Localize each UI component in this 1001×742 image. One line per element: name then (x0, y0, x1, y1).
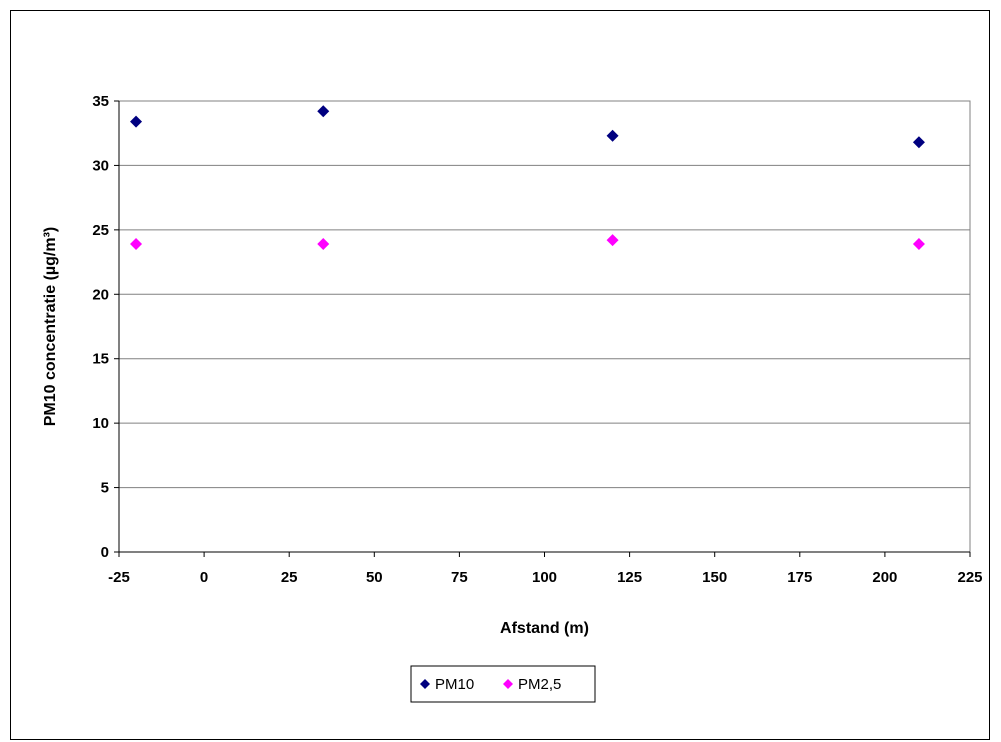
y-tick-labels: 0 5 10 15 20 25 30 35 (92, 93, 109, 561)
y-tick-label: 20 (92, 286, 109, 303)
legend-marker-pm10 (420, 679, 430, 689)
data-point-pm10 (317, 105, 330, 118)
y-tick-label: 35 (92, 93, 109, 110)
axes (114, 100, 971, 557)
x-tick-label: 200 (872, 569, 897, 586)
y-axis-title: PM10 concentratie (µg/m³) (42, 227, 59, 426)
plot-area (118, 100, 971, 553)
grid-lines (119, 100, 970, 489)
x-tick-label: 0 (200, 569, 208, 586)
data-point-pm25 (317, 238, 330, 251)
x-tick-label: -25 (108, 569, 130, 586)
legend-marker-pm25 (503, 679, 513, 689)
x-axis-title: Afstand (m) (500, 620, 589, 637)
y-tick-label: 30 (92, 157, 109, 174)
data-point-pm25 (912, 238, 925, 251)
x-tick-labels: -25 0 25 50 75 100 125 150 175 200 225 (108, 569, 982, 586)
x-tick-label: 25 (281, 569, 298, 586)
data-point-pm10 (606, 129, 619, 142)
data-point-pm10 (912, 136, 925, 149)
x-tick-label: 225 (957, 569, 982, 586)
x-tick-label: 100 (532, 569, 557, 586)
data-points (130, 105, 925, 251)
y-tick-label: 10 (92, 415, 109, 432)
y-tick-label: 25 (92, 222, 109, 239)
data-point-pm25 (606, 234, 619, 247)
data-point-pm25 (130, 238, 143, 251)
chart-frame (10, 10, 990, 740)
legend-label-pm25: PM2,5 (518, 676, 561, 693)
legend: PM10 PM2,5 (410, 665, 596, 703)
x-tick-label: 50 (366, 569, 383, 586)
x-tick-label: 75 (451, 569, 468, 586)
x-tick-label: 150 (702, 569, 727, 586)
y-tick-label: 5 (101, 480, 109, 497)
legend-label-pm10: PM10 (435, 676, 474, 693)
y-tick-label: 0 (101, 544, 109, 561)
x-tick-label: 175 (787, 569, 812, 586)
x-tick-label: 125 (617, 569, 642, 586)
y-tick-label: 15 (92, 351, 109, 368)
data-point-pm10 (130, 115, 143, 128)
